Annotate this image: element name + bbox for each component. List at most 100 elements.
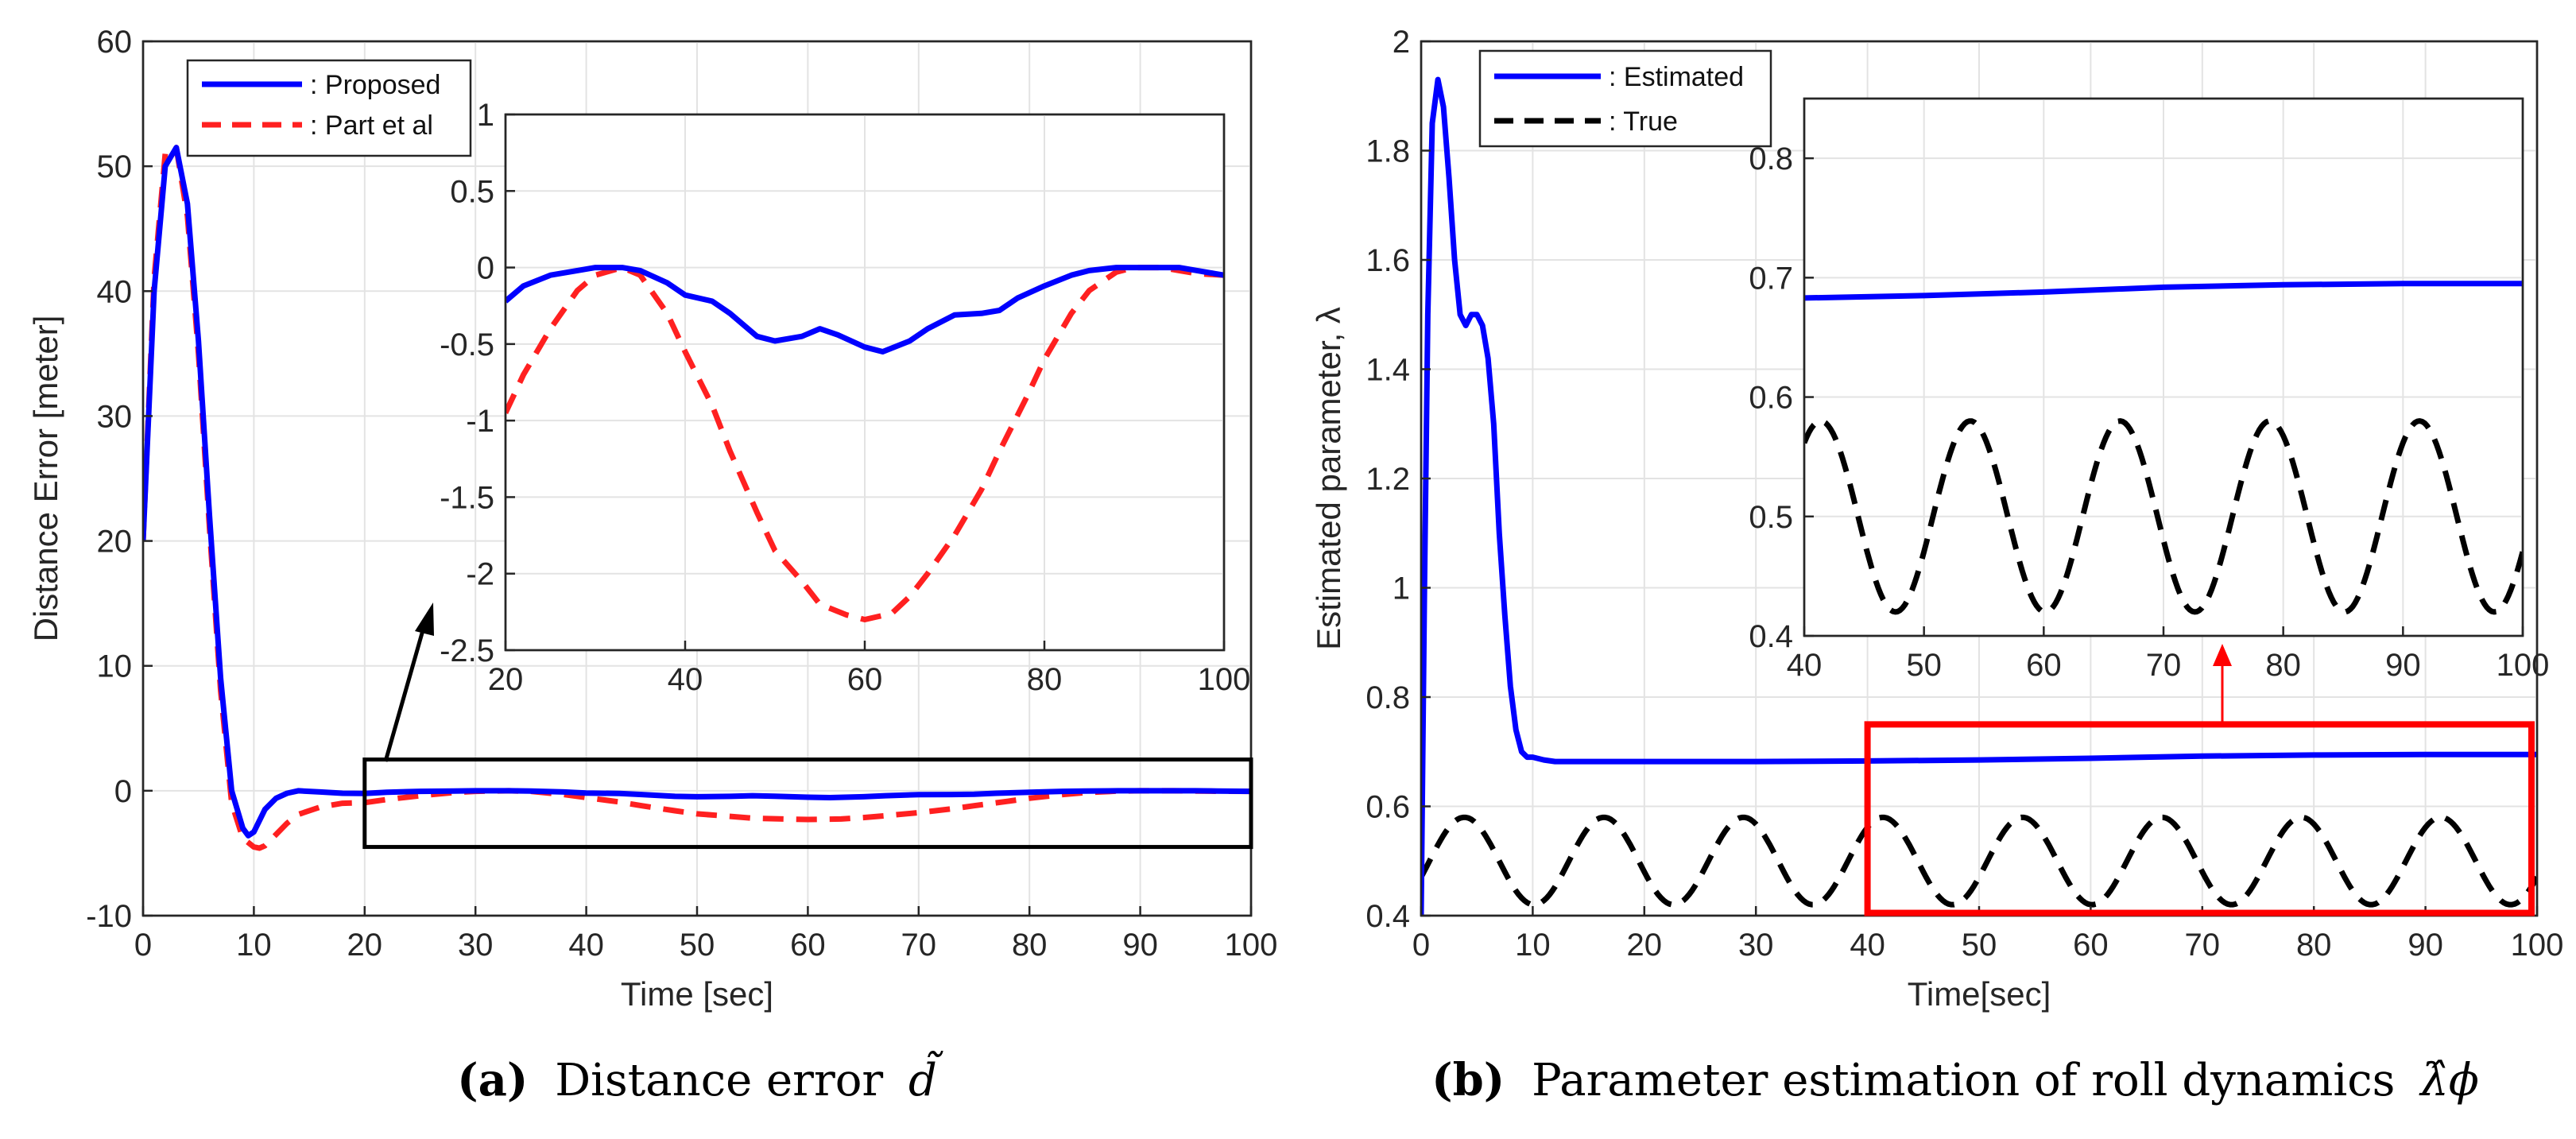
chart-a-zoom-arrowhead [415, 602, 434, 636]
chart-b-inset-xtick-label: 40 [1787, 648, 1823, 683]
chart-b-ytick-label: 0.8 [1365, 680, 1410, 715]
chart-b-inset: 40 50 60 70 80 90 100 0.4 0.5 0.6 0.7 0.8 [1749, 97, 2549, 683]
chart-b-inset-xtick-label: 70 [2146, 648, 2182, 683]
chart-a-xlabel: Time [sec] [621, 975, 773, 1013]
chart-a-inset-series-proposed [506, 265, 1224, 354]
chart-a-inset-ytick-label: -1.5 [440, 480, 494, 515]
chart-a-inset-xtick-label: 80 [1027, 662, 1063, 697]
chart-b-inset-ytick-label: 0.4 [1749, 619, 1793, 654]
chart-b-xtick-label: 70 [2185, 928, 2221, 963]
chart-a-xtick-label: 90 [1122, 928, 1158, 963]
chart-b-series [1421, 76, 2537, 916]
chart-a-inset-ytick-label: -2.5 [440, 633, 494, 668]
chart-a-xtick-label: 80 [1012, 928, 1048, 963]
chart-a-zoom-box [362, 757, 1253, 850]
chart-a-inset-xtick-label: 100 [1198, 662, 1251, 697]
caption-a: (a) Distance error d̃ [457, 1051, 943, 1106]
chart-a-xtick-label: 10 [236, 928, 272, 963]
chart-b-xtick-label: 30 [1738, 928, 1774, 963]
chart-a-ytick-label: 20 [97, 525, 133, 560]
chart-b-xtick-label: 80 [2296, 928, 2332, 963]
chart-b-ytick-label: 1.6 [1365, 243, 1410, 278]
chart-b-ytick-label: 1 [1393, 571, 1410, 606]
chart-b-ytick-label: 1.8 [1365, 134, 1410, 169]
chart-a-ytick-label: 60 [97, 25, 133, 60]
caption-b-letter: (b) [1431, 1054, 1505, 1106]
chart-b-legend-label-true: : True [1609, 107, 1678, 137]
chart-b-xtick-label: 20 [1627, 928, 1663, 963]
chart-a-xtick-label: 70 [901, 928, 937, 963]
svg-text:(b) Parameter estimation: (b) Parameter estimation of roll dynamic… [1431, 1054, 2479, 1106]
chart-a-legend-label-part: : Part et al [310, 110, 433, 141]
chart-a-series [143, 145, 1251, 851]
caption-a-symbol: d̃ [908, 1051, 943, 1106]
chart-b-inset-ytick-label: 0.5 [1749, 500, 1793, 535]
chart-b: 0 10 20 30 40 50 60 70 80 90 100 0.4 0.6 0.8 1 1.2 1.4 1.… [1310, 25, 2563, 1013]
chart-b-series-estimated [1421, 76, 2537, 916]
chart-b-zoom-arrowhead [2213, 644, 2232, 666]
chart-b-inset-series-estimated [1804, 281, 2523, 301]
chart-a-inset-xtick-label: 60 [847, 662, 883, 697]
chart-b-ytick-label: 0.6 [1365, 790, 1410, 825]
chart-b-ytick-label: 0.4 [1365, 899, 1410, 934]
chart-a-series-part-et-al [143, 145, 1251, 851]
chart-b-ytick-label: 1.2 [1365, 462, 1410, 497]
chart-a-inset-series [506, 265, 1224, 622]
chart-b-zoom-box [1864, 721, 2535, 916]
chart-a-legend-box [186, 59, 472, 157]
chart-a-xtick-label: 20 [347, 928, 383, 963]
chart-b-inset-xtick-label: 90 [2385, 648, 2421, 683]
chart-a-inset-xtick-label: 40 [668, 662, 703, 697]
chart-a-series-proposed [143, 145, 1251, 839]
chart-b-xtick-label: 100 [2511, 928, 2564, 963]
svg-text:(a) Distance error: (a) Distance error d̃ [457, 1051, 943, 1106]
chart-b-ylabel: Estimated parameter, λ [1310, 307, 1347, 650]
caption-b-symbol: λ̂ϕ [2419, 1055, 2479, 1106]
caption-b: (b) Parameter estimation of roll dynamic… [1431, 1054, 2479, 1106]
chart-a-inset-ytick-label: -1 [466, 404, 494, 439]
chart-a-xtick-label: 0 [134, 928, 152, 963]
chart-b-inset-ticks: 40 50 60 70 80 90 100 0.4 0.5 0.6 0.7 0.8 [1749, 141, 2549, 683]
chart-b-ticks: 0 10 20 30 40 50 60 70 80 90 100 0.4 0.6 0.8 1 1.2 1.4 1.… [1365, 25, 2563, 963]
chart-b-inset-series-true [1804, 418, 2523, 615]
chart-a-zoom-arrow [383, 624, 427, 762]
chart-a-legend: : Proposed : Part et al [186, 59, 472, 157]
chart-a-inset-ytick-label: -0.5 [440, 327, 494, 362]
chart-a-ytick-label: 50 [97, 149, 133, 184]
chart-a-inset-ytick-label: -2 [466, 557, 494, 592]
chart-b-xtick-label: 40 [1850, 928, 1885, 963]
chart-a-ylabel: Distance Error [meter] [27, 316, 64, 642]
chart-a-legend-label-proposed: : Proposed [310, 70, 440, 100]
chart-b-xtick-label: 60 [2073, 928, 2109, 963]
chart-b-inset-ytick-label: 0.8 [1749, 141, 1793, 176]
caption-a-letter: (a) [457, 1054, 528, 1106]
chart-a-ytick-label: 10 [97, 649, 133, 684]
chart-b-inset-series [1804, 281, 2523, 615]
chart-a-xtick-label: 50 [680, 928, 715, 963]
chart-a-ytick-label: -10 [86, 899, 132, 934]
chart-b-xtick-label: 90 [2407, 928, 2443, 963]
chart-b-ytick-label: 1.4 [1365, 353, 1410, 388]
chart-b-ytick-label: 2 [1393, 25, 1410, 60]
chart-b-inset-xtick-label: 100 [2497, 648, 2550, 683]
chart-b-xtick-label: 50 [1962, 928, 1997, 963]
chart-a-ytick-label: 30 [97, 399, 133, 434]
chart-b-inset-ytick-label: 0.6 [1749, 381, 1793, 416]
caption-b-text: Parameter estimation of roll dynamics [1532, 1055, 2395, 1106]
chart-b-inset-ytick-label: 0.7 [1749, 261, 1793, 296]
chart-a-inset-ytick-label: 0.5 [450, 174, 494, 209]
chart-a-ytick-label: 0 [114, 774, 132, 809]
chart-a-xtick-label: 100 [1225, 928, 1278, 963]
chart-b-inset-xtick-label: 60 [2026, 648, 2062, 683]
chart-b-xlabel: Time[sec] [1908, 975, 2051, 1013]
chart-a-xtick-label: 60 [790, 928, 826, 963]
chart-a-inset-ticks: 20 40 60 80 100 -2.5 -2 -1.5 -1 -0.5 0 0.5 1 [440, 98, 1250, 697]
chart-b-series-true [1421, 814, 2537, 908]
chart-a-xtick-label: 40 [568, 928, 604, 963]
chart-b-xtick-label: 10 [1515, 928, 1551, 963]
chart-b-xtick-label: 0 [1412, 928, 1430, 963]
chart-a-ytick-label: 40 [97, 274, 133, 309]
